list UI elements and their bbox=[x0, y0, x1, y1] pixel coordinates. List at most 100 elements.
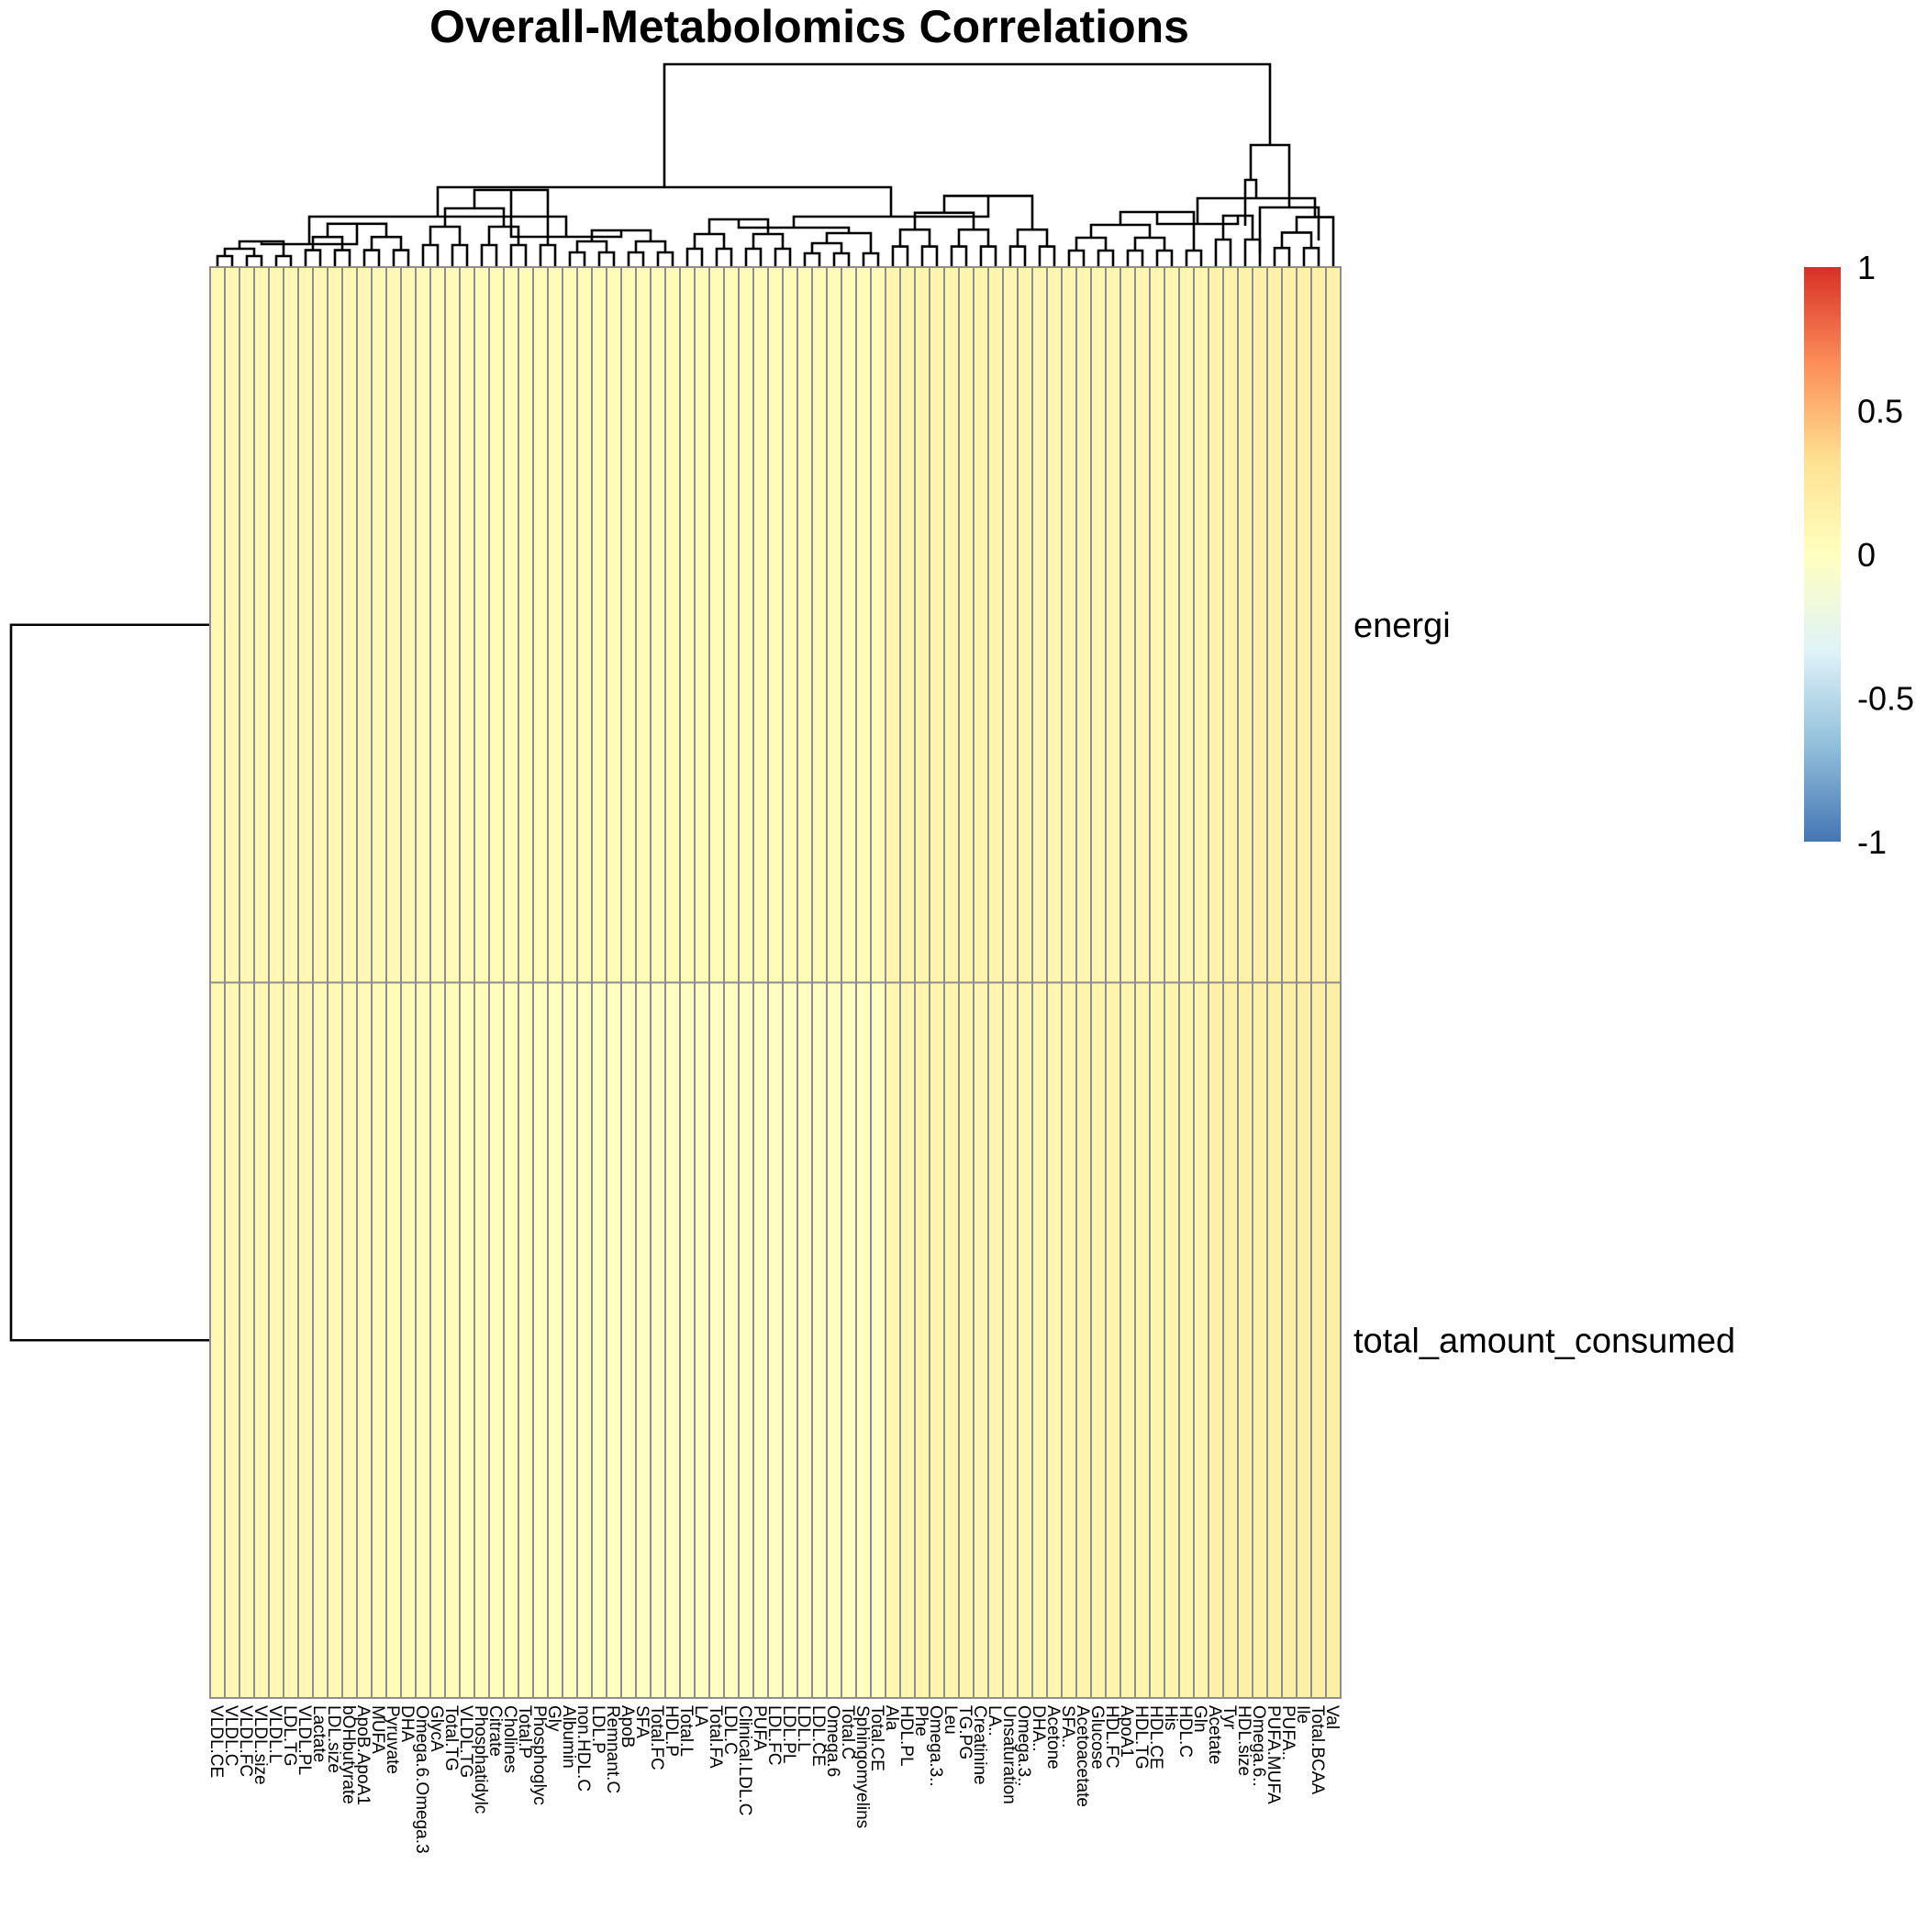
column-dendrogram-branch bbox=[693, 232, 726, 249]
column-dendrogram-branch bbox=[744, 247, 763, 267]
column-label: Omega.6 bbox=[823, 1705, 842, 1777]
heatmap-cell bbox=[385, 981, 402, 1699]
heatmap-cell bbox=[679, 266, 696, 984]
column-label: HDL.CE bbox=[1146, 1705, 1165, 1770]
column-label: HDL.PL bbox=[897, 1705, 916, 1767]
heatmap-cell bbox=[503, 266, 519, 984]
column-label: Albumin bbox=[559, 1705, 578, 1769]
column-label: Total.C bbox=[838, 1705, 857, 1759]
heatmap-cell bbox=[958, 981, 975, 1699]
heatmap-cell bbox=[1164, 266, 1180, 984]
heatmap-cell bbox=[444, 981, 461, 1699]
column-label: LDL.PL bbox=[779, 1705, 798, 1763]
column-dendrogram-branch bbox=[480, 243, 498, 267]
heatmap-cell bbox=[532, 266, 549, 984]
column-dendrogram-branch bbox=[509, 243, 528, 267]
column-dendrogram-branch bbox=[362, 249, 381, 267]
heatmap-cell bbox=[679, 981, 696, 1699]
column-label: HDL.P bbox=[662, 1705, 681, 1757]
column-dendrogram-branch bbox=[1008, 245, 1027, 267]
heatmap-cell bbox=[283, 266, 299, 984]
column-label: Omega.6.Omega.3 bbox=[412, 1705, 431, 1854]
column-dendrogram-branch bbox=[1038, 245, 1056, 267]
heatmap-cell bbox=[1075, 981, 1092, 1699]
column-dendrogram-branch bbox=[1067, 249, 1086, 267]
column-label: Clinical.LDL.C bbox=[735, 1705, 754, 1815]
heatmap-cell bbox=[429, 266, 446, 984]
column-dendrogram-branch bbox=[1089, 223, 1152, 238]
heatmap-cell bbox=[591, 981, 607, 1699]
column-label: Remnant.C bbox=[603, 1705, 622, 1793]
column-label: Acetoacetate bbox=[1073, 1705, 1092, 1807]
column-dendrogram-branch bbox=[634, 240, 667, 252]
legend-tick-label: 0.5 bbox=[1857, 393, 1903, 430]
heatmap-cell bbox=[914, 981, 930, 1699]
heatmap-cell bbox=[297, 981, 314, 1699]
heatmap-cell bbox=[488, 266, 505, 984]
heatmap-cell bbox=[1090, 981, 1107, 1699]
column-label: LDL.CE bbox=[808, 1705, 828, 1767]
column-dendrogram-branch bbox=[1133, 236, 1166, 251]
heatmap-cell bbox=[782, 981, 798, 1699]
heatmap-cell bbox=[1252, 266, 1268, 984]
heatmap-cell bbox=[943, 981, 960, 1699]
heatmap-cell bbox=[1017, 981, 1033, 1699]
column-label: Total.TG bbox=[441, 1705, 461, 1771]
heatmap-cell bbox=[1266, 981, 1283, 1699]
column-dendrogram-branch bbox=[1258, 206, 1320, 253]
heatmap-cell bbox=[1149, 266, 1165, 984]
column-label: Leu bbox=[941, 1705, 960, 1735]
column-label: Total.CE bbox=[867, 1705, 886, 1771]
heatmap-cell bbox=[283, 981, 299, 1699]
heatmap-cell bbox=[562, 981, 578, 1699]
heatmap-cell bbox=[1164, 981, 1180, 1699]
heatmap-cell bbox=[341, 981, 358, 1699]
column-dendrogram-branch bbox=[913, 211, 975, 230]
column-label: LDL.size bbox=[324, 1705, 343, 1773]
heatmap-cell bbox=[870, 266, 886, 984]
heatmap-cell bbox=[664, 981, 681, 1699]
heatmap-cell bbox=[855, 266, 872, 984]
heatmap-cell bbox=[1061, 981, 1077, 1699]
heatmap-cell bbox=[1222, 981, 1239, 1699]
column-label: Cholines bbox=[500, 1705, 519, 1773]
column-label: Pyruvate bbox=[383, 1705, 402, 1774]
column-label: Gln bbox=[1190, 1705, 1209, 1733]
column-label: PUFA.MUFA bbox=[1264, 1705, 1283, 1804]
heatmap-cell bbox=[1208, 266, 1224, 984]
column-label: His bbox=[1161, 1705, 1180, 1730]
column-label: HDL.C bbox=[1175, 1705, 1195, 1758]
legend-tick-label: -1 bbox=[1857, 823, 1887, 861]
heatmap-cell bbox=[429, 981, 446, 1699]
heatmap-cell bbox=[356, 981, 373, 1699]
column-label: Val bbox=[1322, 1705, 1342, 1729]
column-dendrogram-branch bbox=[1075, 236, 1108, 251]
heatmap-cell bbox=[1237, 266, 1253, 984]
heatmap-cell bbox=[239, 981, 255, 1699]
column-label: VLDL.FC bbox=[236, 1705, 255, 1777]
column-label: SFA bbox=[632, 1705, 652, 1738]
column-label: Total.L bbox=[676, 1705, 696, 1757]
column-label: LDL.C bbox=[720, 1705, 740, 1755]
heatmap-cell bbox=[297, 266, 314, 984]
column-dendrogram-branch bbox=[663, 62, 1272, 187]
heatmap-cell bbox=[341, 266, 358, 984]
legend-tick-label: -0.5 bbox=[1857, 680, 1914, 718]
heatmap-cell bbox=[1193, 981, 1209, 1699]
column-dendrogram-branch bbox=[1155, 249, 1174, 267]
column-dendrogram-branch bbox=[568, 251, 586, 267]
column-label: ApoA1 bbox=[1117, 1705, 1136, 1758]
heatmap-cell bbox=[606, 981, 622, 1699]
heatmap-cell bbox=[576, 266, 593, 984]
column-labels: VLDL.CEVLDL.CVLDL.FCVLDL.sizeVLDL.LLDL.T… bbox=[206, 1705, 1342, 1854]
column-label: Phosphoglyc bbox=[529, 1705, 549, 1805]
column-label: VLDL.PL bbox=[295, 1705, 314, 1775]
heatmap-cell bbox=[694, 981, 710, 1699]
heatmap-cell bbox=[767, 266, 784, 984]
column-dendrogram-branch bbox=[656, 251, 674, 267]
heatmap-cell bbox=[650, 266, 666, 984]
heatmap-cell bbox=[752, 981, 769, 1699]
column-label: Acetate bbox=[1205, 1705, 1224, 1764]
heatmap-cell bbox=[1134, 981, 1151, 1699]
